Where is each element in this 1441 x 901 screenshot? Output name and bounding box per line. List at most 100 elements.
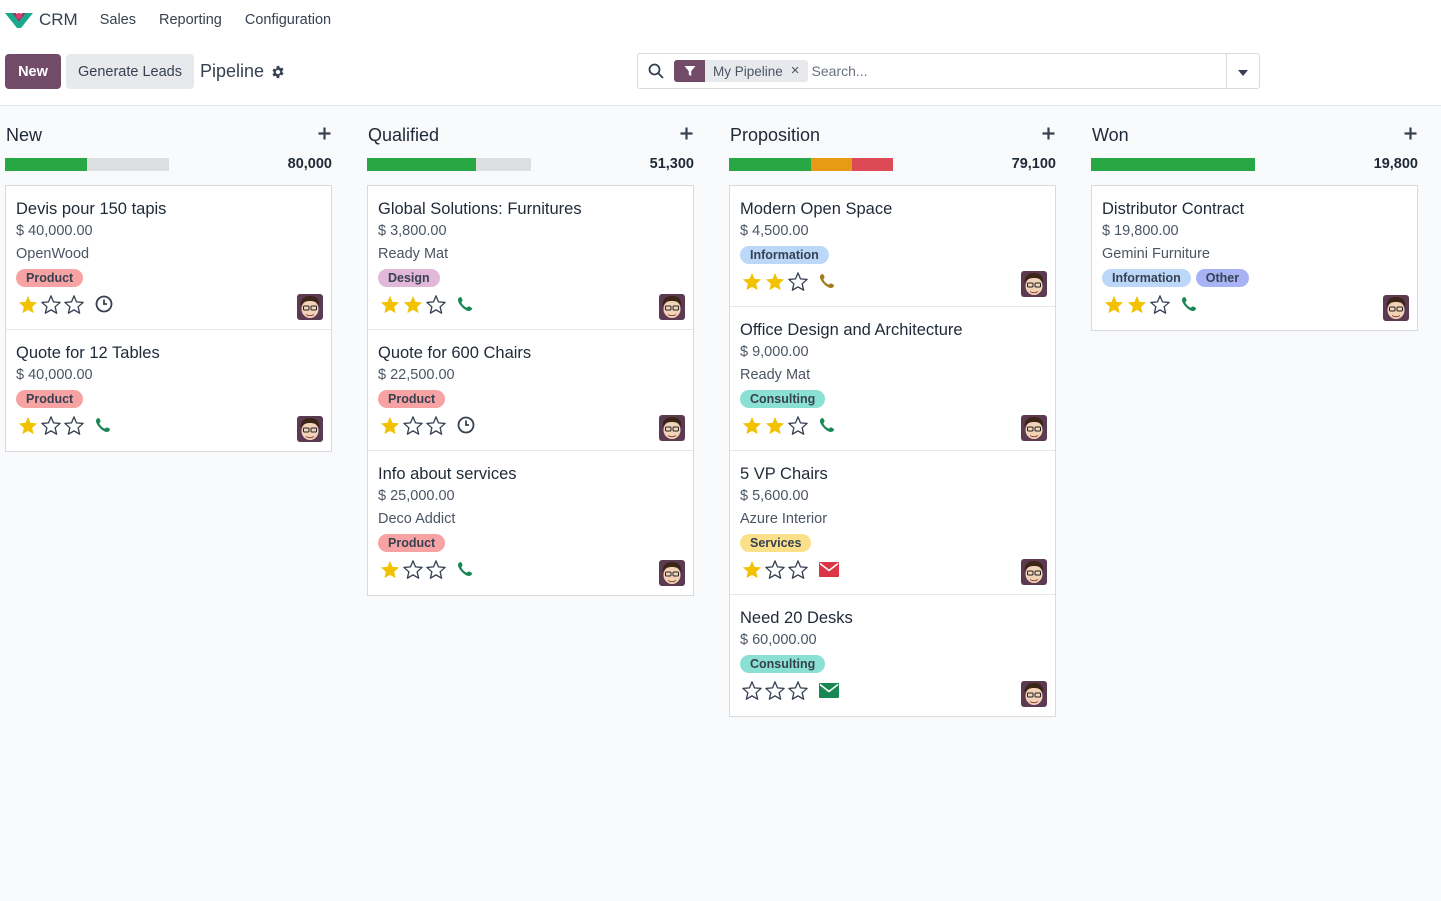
clock-icon[interactable] <box>457 416 475 434</box>
avatar[interactable] <box>1021 559 1047 585</box>
phone-icon[interactable] <box>1181 296 1197 312</box>
priority-star-icon[interactable] <box>401 558 424 580</box>
priority-star-icon[interactable] <box>62 414 85 436</box>
search-input[interactable] <box>811 63 1207 79</box>
priority-star-icon[interactable] <box>16 293 39 315</box>
phone-warning-icon[interactable] <box>819 273 835 289</box>
generate-leads-button[interactable]: Generate Leads <box>66 54 194 89</box>
card-footer <box>378 554 683 584</box>
new-button[interactable]: New <box>5 54 61 89</box>
search-options-toggle[interactable] <box>1226 54 1259 88</box>
column-total: 80,000 <box>287 156 332 172</box>
phone-icon[interactable] <box>457 561 473 577</box>
progress-segment[interactable] <box>852 158 893 171</box>
priority-star-icon[interactable] <box>62 293 85 315</box>
priority-star-icon[interactable] <box>401 414 424 436</box>
avatar[interactable] <box>659 294 685 320</box>
priority-star-icon[interactable] <box>16 414 39 436</box>
column-progress-bar[interactable] <box>1091 158 1255 171</box>
column-title[interactable]: New <box>6 125 43 145</box>
phone-icon[interactable] <box>819 417 835 433</box>
progress-segment[interactable] <box>729 158 811 171</box>
priority-star-icon[interactable] <box>378 293 401 315</box>
add-card-plus-icon[interactable] <box>316 125 332 141</box>
add-card-plus-icon[interactable] <box>1402 125 1418 141</box>
priority-star-icon[interactable] <box>424 558 447 580</box>
kanban-card[interactable]: 5 VP Chairs $ 5,600.00 Azure Interior Servi… <box>730 451 1055 595</box>
phone-icon[interactable] <box>457 296 473 312</box>
card-title: Office Design and Architecture <box>740 321 963 339</box>
priority-star-icon[interactable] <box>786 558 809 580</box>
clock-icon[interactable] <box>95 295 113 313</box>
progress-segment[interactable] <box>811 158 852 171</box>
kanban-card[interactable]: Global Solutions: Furnitures $ 3,800.00 Re… <box>368 186 693 330</box>
kanban-card[interactable]: Distributor Contract $ 19,800.00 Gemini Fu… <box>1092 186 1417 330</box>
remove-facet-icon[interactable]: × <box>790 62 800 79</box>
kanban-card[interactable]: Modern Open Space $ 4,500.00 Information <box>730 186 1055 307</box>
priority-star-icon[interactable] <box>763 414 786 436</box>
add-card-plus-icon[interactable] <box>1040 125 1056 141</box>
mail-icon[interactable] <box>819 682 839 698</box>
kanban-card[interactable]: Info about services $ 25,000.00 Deco Addic… <box>368 451 693 595</box>
priority-star-icon[interactable] <box>1102 293 1125 315</box>
priority-star-icon[interactable] <box>740 679 763 701</box>
kanban-card[interactable]: Office Design and Architecture $ 9,000.00… <box>730 307 1055 451</box>
priority-star-icon[interactable] <box>786 414 809 436</box>
crm-logo-icon[interactable] <box>2 7 36 33</box>
avatar[interactable] <box>1021 681 1047 707</box>
priority-star-icon[interactable] <box>763 558 786 580</box>
progress-segment[interactable] <box>5 158 87 171</box>
avatar[interactable] <box>1021 415 1047 441</box>
kanban-card[interactable]: Quote for 12 Tables $ 40,000.00 Product <box>6 330 331 451</box>
menu-configuration[interactable]: Configuration <box>244 12 332 28</box>
kanban-card[interactable]: Need 20 Desks $ 60,000.00 Consulting <box>730 595 1055 716</box>
priority-star-icon[interactable] <box>786 270 809 292</box>
column-progress-bar[interactable] <box>729 158 893 171</box>
card-list: Distributor Contract $ 19,800.00 Gemini Fu… <box>1091 185 1418 331</box>
priority-star-icon[interactable] <box>740 414 763 436</box>
card-footer <box>740 675 1045 705</box>
search-icon[interactable] <box>638 54 674 88</box>
card-amount: $ 40,000.00 <box>16 223 93 239</box>
gear-icon[interactable] <box>271 65 285 79</box>
progress-segment[interactable] <box>367 158 477 171</box>
column-title[interactable]: Proposition <box>730 125 821 145</box>
priority-star-icon[interactable] <box>401 293 424 315</box>
priority-star-icon[interactable] <box>763 679 786 701</box>
card-amount: $ 60,000.00 <box>740 632 817 648</box>
priority-star-icon[interactable] <box>740 558 763 580</box>
priority-star-icon[interactable] <box>378 558 401 580</box>
kanban-card[interactable]: Devis pour 150 tapis $ 40,000.00 OpenWood P… <box>6 186 331 330</box>
mail-overdue-icon[interactable] <box>819 561 839 577</box>
card-amount: $ 9,000.00 <box>740 344 809 360</box>
app-name[interactable]: CRM <box>39 10 78 29</box>
avatar[interactable] <box>1383 295 1409 321</box>
avatar[interactable] <box>297 416 323 442</box>
priority-star-icon[interactable] <box>1148 293 1171 315</box>
priority-star-icon[interactable] <box>39 293 62 315</box>
avatar[interactable] <box>659 560 685 586</box>
priority-star-icon[interactable] <box>740 270 763 292</box>
priority-star-icon[interactable] <box>1125 293 1148 315</box>
column-progress-bar[interactable] <box>5 158 169 171</box>
priority-star-icon[interactable] <box>786 679 809 701</box>
priority-star-icon[interactable] <box>39 414 62 436</box>
menu-reporting[interactable]: Reporting <box>159 12 222 28</box>
avatar[interactable] <box>1021 271 1047 297</box>
column-title[interactable]: Qualified <box>368 125 440 145</box>
menu-sales[interactable]: Sales <box>99 12 136 28</box>
progress-segment[interactable] <box>1091 158 1255 171</box>
column-header: Proposition <box>729 106 1056 152</box>
priority-star-icon[interactable] <box>763 270 786 292</box>
add-card-plus-icon[interactable] <box>678 125 694 141</box>
kanban-card[interactable]: Quote for 600 Chairs $ 22,500.00 Product <box>368 330 693 451</box>
column-title[interactable]: Won <box>1092 125 1129 145</box>
priority-star-icon[interactable] <box>424 414 447 436</box>
column-progress-bar[interactable] <box>367 158 531 171</box>
priority-star-icon[interactable] <box>424 293 447 315</box>
priority-star-icon[interactable] <box>378 414 401 436</box>
phone-icon[interactable] <box>95 417 111 433</box>
avatar[interactable] <box>659 415 685 441</box>
kanban-column: Won 19,800 Distributor Contract $ 19,800.00… <box>1091 106 1418 331</box>
avatar[interactable] <box>297 294 323 320</box>
